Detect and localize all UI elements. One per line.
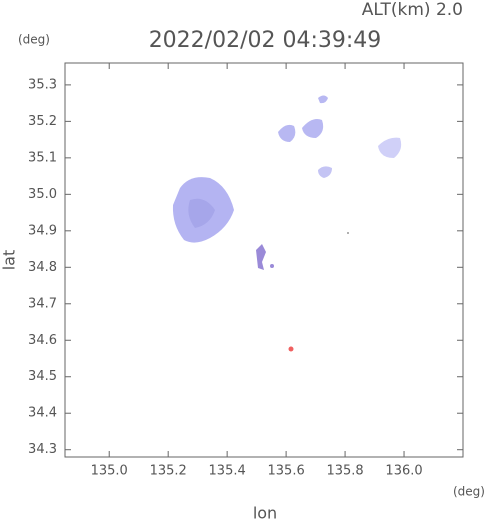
y-tick-label: 34.6 (28, 333, 57, 348)
x-label: lon (253, 504, 277, 521)
x-tick-label: 135.0 (91, 464, 128, 479)
echo (347, 232, 349, 234)
echo (288, 346, 294, 352)
x-tick-label: 135.4 (209, 464, 246, 479)
x-tick-label: 135.6 (268, 464, 305, 479)
y-tick-label: 34.5 (28, 369, 57, 384)
chart-title: 2022/02/02 04:39:49 (149, 28, 382, 53)
x-unit: (deg) (453, 485, 485, 499)
echo (318, 95, 328, 104)
echo (278, 124, 296, 142)
x-tick-label: 136.0 (385, 464, 422, 479)
echo (302, 119, 324, 138)
y-unit: (deg) (18, 33, 50, 47)
echo (270, 264, 274, 268)
y-tick-label: 35.1 (28, 150, 57, 165)
y-tick-label: 35.0 (28, 187, 57, 202)
y-tick-label: 34.9 (28, 223, 57, 238)
y-tick-label: 34.3 (28, 442, 57, 457)
echo (378, 137, 402, 158)
y-tick-label: 35.2 (28, 114, 57, 129)
y-label: lat (0, 250, 19, 271)
y-tick-label: 34.8 (28, 260, 57, 275)
echo (318, 166, 332, 178)
annotation: ALT(km) 2.0 (362, 0, 463, 20)
plot-frame (64, 62, 464, 458)
y-tick-label: 35.3 (28, 77, 57, 92)
echo (256, 244, 266, 270)
y-tick-label: 34.4 (28, 406, 57, 421)
y-tick-label: 34.7 (28, 296, 57, 311)
x-tick-label: 135.8 (326, 464, 363, 479)
echoes (172, 95, 402, 352)
x-tick-label: 135.2 (150, 464, 187, 479)
echo (188, 198, 215, 228)
